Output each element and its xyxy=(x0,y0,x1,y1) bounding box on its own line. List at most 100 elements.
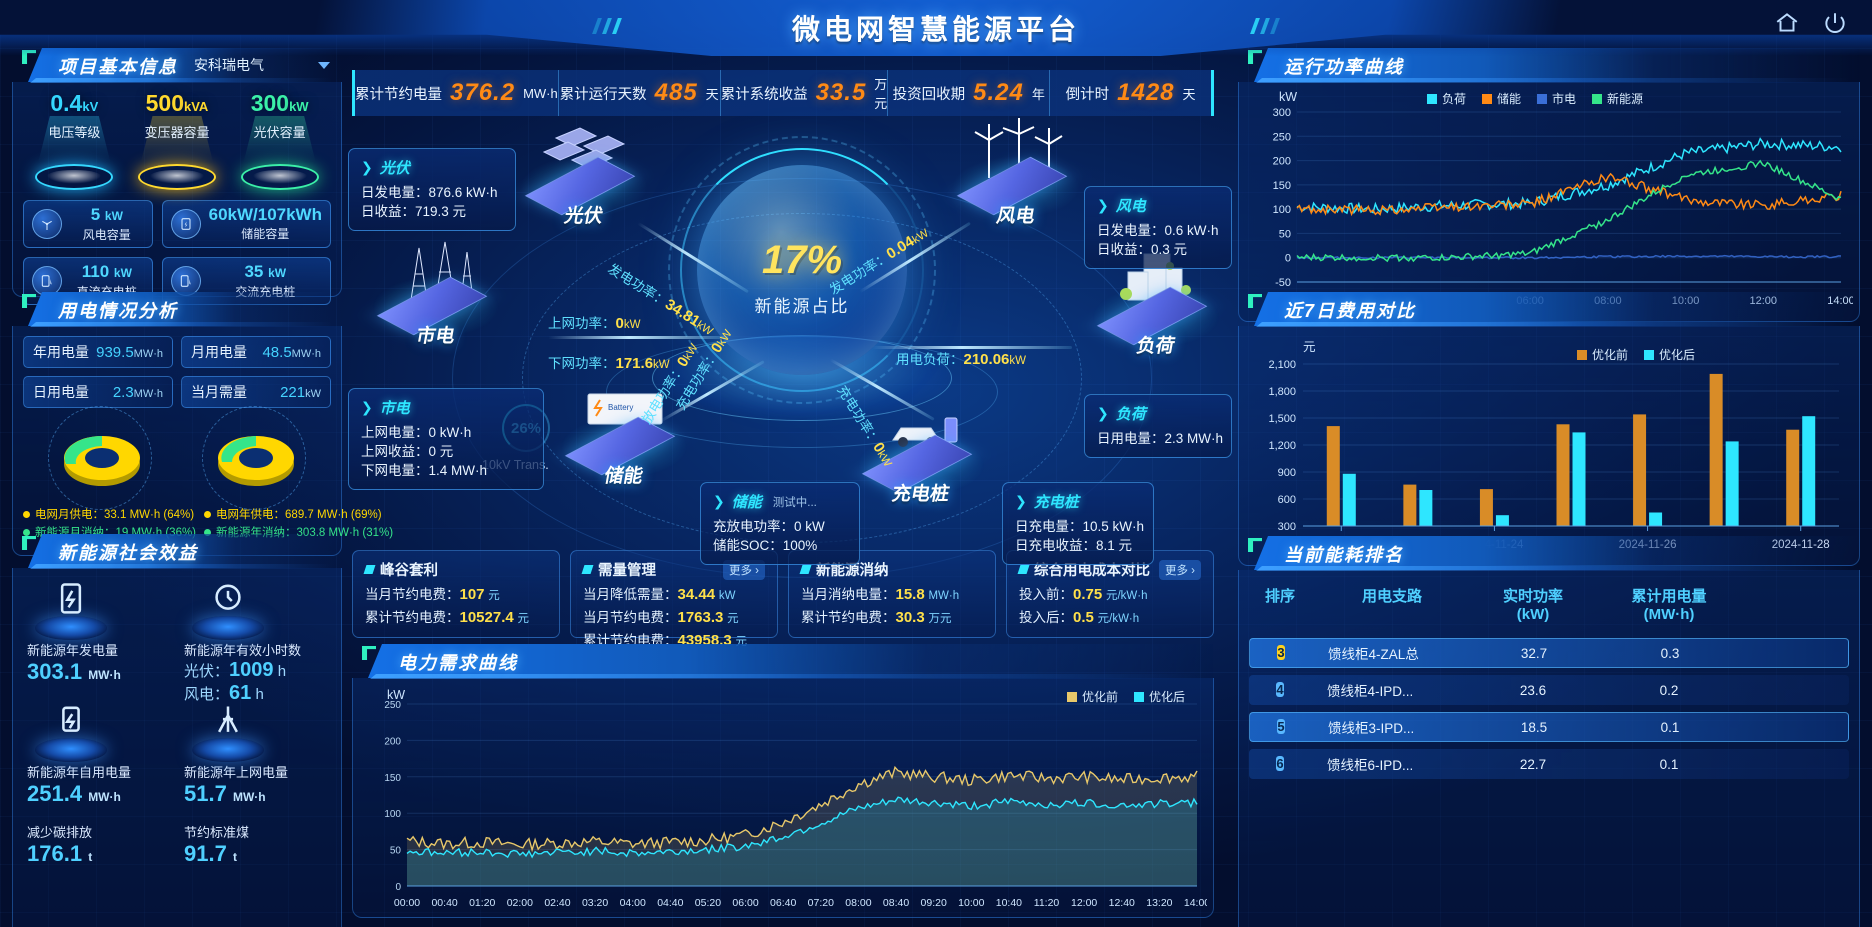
svg-text:50: 50 xyxy=(1279,228,1291,240)
table-row[interactable]: 3 馈线柜4-ZAL总 32.7 0.3 xyxy=(1249,638,1849,668)
kpi-item: 投资回收期 5.24 年 xyxy=(888,70,1051,116)
legend-label: 新能源 xyxy=(1607,92,1644,106)
legend-label: 优化前 xyxy=(1592,348,1629,362)
infobox-load: ❯ 负荷 日用电量：2.3 MW·h xyxy=(1084,394,1232,458)
svg-text:0: 0 xyxy=(1285,253,1291,265)
pedestal-unit: kVA xyxy=(184,99,209,114)
infobox-row: 下网电量：1.4 MW·h xyxy=(361,463,488,478)
svg-text:300: 300 xyxy=(1273,107,1291,119)
usage-label: 月用电量 xyxy=(191,344,247,360)
panel-power-curve: 运行功率曲线 kW 负荷 储能 市电 新能源 -50 0 50 100 150 200 25… xyxy=(1238,48,1860,322)
usage-value: 48.5 xyxy=(262,343,292,361)
svg-text:02:40: 02:40 xyxy=(544,897,570,909)
app-header: 微电网智慧能源平台 xyxy=(0,0,1872,56)
kpi-unit: 天 xyxy=(705,86,719,102)
svg-text:600: 600 xyxy=(1278,494,1296,506)
chevron-down-icon xyxy=(318,61,330,69)
card-row-value: 0.5 xyxy=(1073,609,1094,626)
realtime-power: 18.5 xyxy=(1520,719,1548,735)
social-unit: MW·h xyxy=(88,668,121,682)
table-row[interactable]: 4 馈线柜4-IPD... 23.6 0.2 xyxy=(1249,675,1849,705)
usage-grid: 年用电量 939.5MW·h 月用电量 48.5MW·h 日用电量 2.3MW·… xyxy=(23,336,331,408)
kpi-strip: 累计节约电量 376.2 MW·h 累计运行天数 485 天 累计系统收益 33… xyxy=(352,70,1214,116)
pedestal-value: 300 xyxy=(250,90,290,116)
pedestal-pv: 300kW 光伏容量 xyxy=(231,90,329,196)
svg-text:150: 150 xyxy=(384,773,401,784)
wind-turbine-icon xyxy=(32,209,62,239)
card-row-unit: 元 xyxy=(488,590,500,602)
grid-icon xyxy=(192,704,264,762)
power-icon[interactable] xyxy=(1822,10,1848,36)
home-icon[interactable] xyxy=(1774,10,1800,36)
arrow-icon: ❯ xyxy=(1015,493,1027,509)
y-axis-unit: kW xyxy=(387,688,406,702)
social-value: 51.7 xyxy=(184,781,227,806)
demand-chart: kW 优化前 优化后 0 50 100 150 200 250 00:00 00:40 01:2… xyxy=(361,684,1210,911)
infobox-row: 日收益：0.3 元 xyxy=(1097,242,1188,257)
panel-cost-comparison: 近7日费用对比 元 优化前 优化后 300 600 900 1,200 1,500 1,8… xyxy=(1238,292,1860,566)
infobox-note: 测试中... xyxy=(772,496,817,509)
corner-marker-icon xyxy=(1248,294,1262,308)
svg-text:07:20: 07:20 xyxy=(808,897,834,909)
social-sub-value: 1009 xyxy=(229,659,274,681)
arrow-icon: ❯ xyxy=(1097,405,1109,421)
node-label: 风电 xyxy=(994,206,1037,227)
realtime-power: 23.6 xyxy=(1519,682,1547,698)
legend-label: 优化后 xyxy=(1659,348,1696,362)
panel-project-info: 项目基本信息 安科瑞电气 0.4kV 电压等级 500kVA 变压器容量 xyxy=(12,48,342,305)
realtime-power: 22.7 xyxy=(1519,756,1547,772)
rank-badge: 6 xyxy=(1276,756,1284,771)
node-load[interactable]: 负荷 xyxy=(1092,253,1220,357)
card-row-unit: 元 xyxy=(727,613,739,625)
svg-text:250: 250 xyxy=(1273,131,1291,143)
node-wind[interactable]: 风电 xyxy=(952,118,1080,227)
more-button[interactable]: 更多 › xyxy=(1158,559,1201,580)
usage-unit: MW·h xyxy=(291,347,321,360)
legend-item: 优化前 xyxy=(1577,346,1628,363)
pedestal-value: 0.4 xyxy=(50,90,83,116)
legend-item: 新能源 xyxy=(1592,90,1643,107)
node-grid[interactable]: 市电 xyxy=(372,241,500,347)
kpi-unit: MW·h xyxy=(523,85,558,101)
node-storage[interactable]: Battery 储能 xyxy=(560,390,688,487)
card-row-label: 投入后： xyxy=(1019,610,1073,625)
panel-title: 当前能耗排名 xyxy=(1284,545,1404,565)
infobox-title: 市电 xyxy=(379,400,410,417)
node-pv[interactable]: 光伏 xyxy=(520,127,648,227)
infobox-title: 负荷 xyxy=(1115,406,1146,423)
capacity-value: 5 xyxy=(90,204,101,224)
social-grid: 新能源年发电量 303.1 MW·h 新能源年有效小时数 光伏：1009 h 风… xyxy=(23,578,331,927)
clock-icon xyxy=(192,582,264,640)
capacity-cell-wind: 5 kW 风电容量 xyxy=(23,200,153,248)
project-selector[interactable]: 安科瑞电气 xyxy=(188,53,336,77)
svg-text:1,200: 1,200 xyxy=(1268,440,1296,452)
social-label: 新能源年自用电量 xyxy=(27,765,132,780)
realtime-power: 32.7 xyxy=(1520,645,1548,661)
card-new-energy-consumption: 新能源消纳 当月消纳电量：15.8 MW·h 累计节约电费：30.3 万元 xyxy=(788,550,996,638)
infobox-row: 日收益：719.3 元 xyxy=(361,204,467,219)
infobox-wind: ❯ 风电 日发电量：0.6 kW·h 日收益：0.3 元 xyxy=(1084,186,1232,269)
title-decoration-left xyxy=(592,18,622,34)
node-ev-charger[interactable]: 充电桩 xyxy=(857,408,985,505)
chart-legend: 优化前 优化后 xyxy=(1066,688,1185,705)
kpi-value: 1428 xyxy=(1117,79,1175,106)
table-row[interactable]: 5 馈线柜3-IPD... 18.5 0.1 xyxy=(1249,712,1849,742)
panel-title: 近7日费用对比 xyxy=(1284,301,1417,321)
arrow-icon: ❯ xyxy=(713,493,725,509)
usage-cell-year: 年用电量 939.5MW·h xyxy=(23,336,173,368)
column-header-rank: 排序 xyxy=(1264,588,1295,605)
legend-item: 负荷 xyxy=(1427,90,1466,107)
svg-text:08:40: 08:40 xyxy=(883,897,909,909)
kpi-label: 累计节约电量 xyxy=(355,86,442,103)
kpi-item: 累计节约电量 376.2 MW·h xyxy=(355,70,559,116)
svg-text:00:40: 00:40 xyxy=(431,897,457,909)
card-row-unit: 万元 xyxy=(928,613,952,625)
arrow-icon: ❯ xyxy=(1097,197,1109,213)
table-row[interactable]: 6 馈线柜6-IPD... 22.7 0.1 xyxy=(1249,749,1849,779)
social-item-self-use: 新能源年自用电量 251.4 MW·h xyxy=(23,700,174,818)
legend-label: 电网月供电： xyxy=(35,509,104,521)
capacity-cell-storage: 60kW/107kWh 储能容量 xyxy=(161,200,331,248)
social-value: 251.4 xyxy=(27,781,83,806)
social-item-coal-saving: 节约标准煤 91.7 t xyxy=(180,822,331,927)
node-label: 光伏 xyxy=(562,206,605,227)
